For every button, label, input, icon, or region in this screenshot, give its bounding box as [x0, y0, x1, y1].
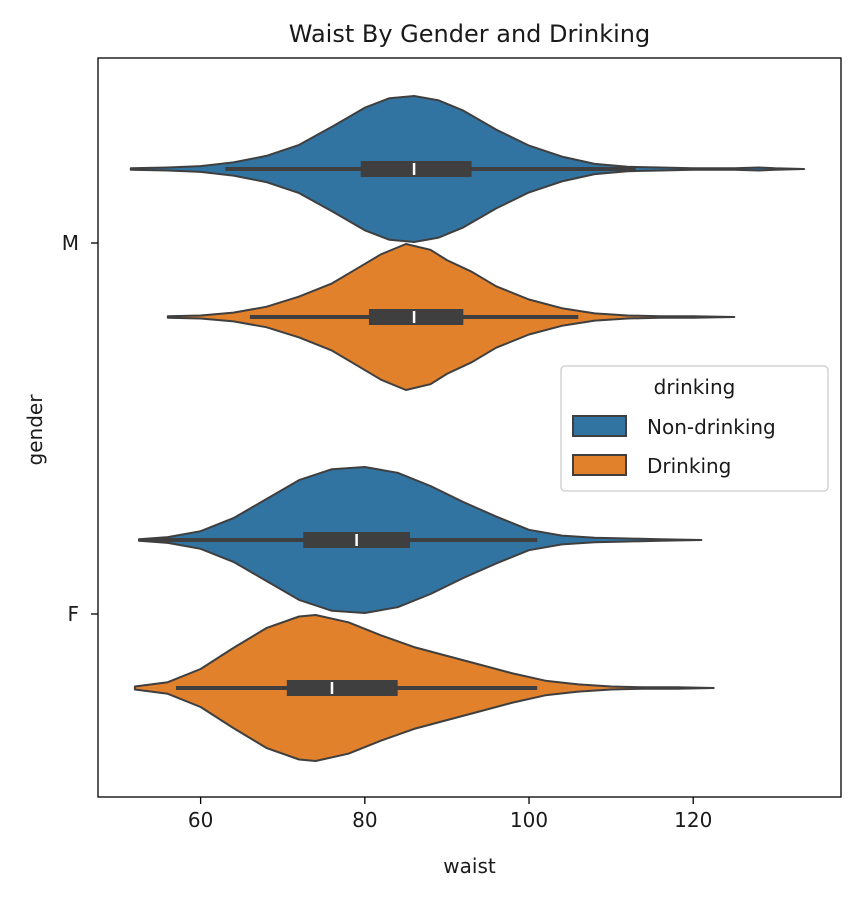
iqr-box-non-drinking-m [360, 161, 472, 177]
iqr-box-drinking-m [368, 309, 464, 325]
y-axis: MF [62, 231, 98, 626]
y-axis-label: gender [23, 394, 47, 466]
legend-swatch-drinking [572, 454, 627, 476]
legend: drinking Non-drinking Drinking [560, 365, 829, 492]
y-tick-label-m: M [62, 231, 79, 255]
legend-label-non-drinking: Non-drinking [647, 415, 776, 439]
plot-area [129, 95, 806, 762]
x-axis-label: waist [443, 854, 496, 878]
iqr-box-drinking-f [286, 680, 398, 696]
legend-swatch-non-drinking [572, 415, 627, 437]
x-tick-label-120: 120 [674, 808, 712, 832]
chart-title: Waist By Gender and Drinking [289, 20, 651, 48]
y-tick-label-f: F [67, 602, 79, 626]
x-axis: 60 80 100 120 [188, 797, 712, 832]
x-tick-label-60: 60 [188, 808, 213, 832]
legend-box [560, 365, 829, 492]
x-tick-label-100: 100 [510, 808, 548, 832]
legend-title: drinking [654, 375, 736, 399]
x-tick-label-80: 80 [352, 808, 377, 832]
plot-frame [97, 57, 842, 798]
legend-label-drinking: Drinking [647, 454, 731, 478]
